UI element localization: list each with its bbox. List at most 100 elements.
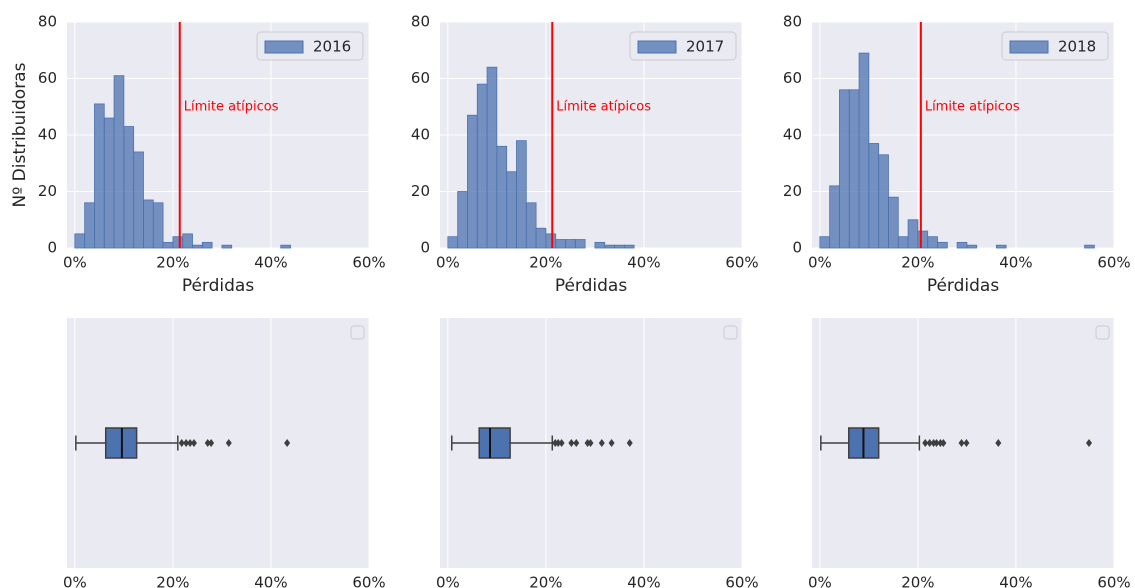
histogram-bar [1084,244,1095,249]
histogram-bar [888,196,899,249]
histogram-bar [172,236,184,249]
outlier [940,439,947,447]
histogram-bar [182,233,193,249]
histogram-bar [113,75,125,249]
x-tick-label: 20% [156,574,189,588]
histogram-bar [604,244,615,249]
y-tick-label: 80 [38,13,57,31]
x-tick-label: 0% [63,574,87,588]
legend-label: 2016 [313,38,351,56]
legend-swatch [637,40,677,54]
histogram-bar [956,241,968,249]
histogram-bar [848,89,860,249]
histogram-bar [594,241,606,249]
y-tick-label: 40 [783,126,802,144]
outlier [568,439,575,447]
histogram-bar [878,154,889,249]
histogram-bar [917,230,929,249]
outlier [573,439,580,447]
histogram-bar [858,52,870,249]
y-tick-label: 40 [38,126,57,144]
histogram-bar [152,202,164,249]
outlier [926,439,933,447]
x-tick-label: 40% [999,254,1032,272]
histogram-bar [476,83,488,249]
outlier [225,439,232,447]
histogram-bar [143,199,154,249]
threshold-label: Límite atípicos [925,99,1020,114]
x-tick-label: 40% [254,254,287,272]
histogram-bar [829,185,840,249]
outlier [187,439,194,447]
x-tick-label: 40% [627,574,660,588]
legend-label: 2017 [686,38,724,56]
outlier [587,439,594,447]
histogram-bar [819,236,831,249]
histogram-bar [94,103,105,249]
histogram-bar [868,143,880,249]
outlier [555,439,562,447]
outlier [963,439,970,447]
histogram-bar [907,219,919,249]
outlier [958,439,965,447]
histogram-bar [447,236,459,249]
x-tick-label: 0% [63,254,87,272]
threshold-label: Límite atípicos [556,99,651,114]
histogram-bar [221,244,233,249]
legend-swatch [1009,40,1049,54]
x-tick-label: 60% [1097,254,1130,272]
x-axis-label: Pérdidas [555,276,628,296]
histogram-bar [966,244,978,249]
y-tick-label: 20 [783,182,802,200]
y-tick-label: 0 [420,239,430,257]
y-tick-label: 20 [38,182,57,200]
outlier [208,439,215,447]
x-tick-label: 20% [901,574,934,588]
histogram-bar [192,244,203,249]
x-tick-label: 60% [352,574,385,588]
histogram-bar [496,145,508,249]
histogram-bar [516,140,527,249]
x-tick-label: 60% [725,254,758,272]
x-tick-label: 0% [808,254,832,272]
outlier [995,439,1002,447]
histogram-bar [103,117,115,249]
histogram-bar [525,202,537,249]
histogram-bar [201,241,213,249]
y-tick-label: 20 [411,182,430,200]
histogram-bar [555,239,566,249]
outlier [626,439,633,447]
histogram-bar [84,202,95,249]
histogram-bar [457,191,468,249]
outlier [178,439,185,447]
empty-legend [1095,325,1110,340]
histogram-bar [535,227,547,249]
histogram-bar [995,244,1007,249]
x-tick-label: 60% [352,254,385,272]
y-tick-label: 60 [783,69,802,87]
x-tick-label: 20% [529,574,562,588]
x-tick-label: 0% [808,574,832,588]
outlier [284,439,291,447]
x-tick-label: 20% [529,254,562,272]
histogram-bar [467,114,478,249]
x-tick-label: 60% [725,574,758,588]
outlier [598,439,605,447]
histogram-bar [927,236,938,249]
histogram-bar [162,241,174,249]
outlier [933,439,940,447]
histogram-bar [280,244,291,249]
y-tick-label: 60 [411,69,430,87]
outlier [190,439,197,447]
outlier [183,439,190,447]
histogram-bar [623,244,635,249]
y-tick-label: 0 [47,239,57,257]
histogram-bar [937,241,948,249]
histogram-bar [123,126,135,249]
histogram-bar [839,89,850,249]
y-tick-label: 40 [411,126,430,144]
histogram-bar [74,233,86,249]
x-axis-label: Pérdidas [182,276,255,296]
y-tick-label: 0 [792,239,802,257]
outlier [558,439,565,447]
